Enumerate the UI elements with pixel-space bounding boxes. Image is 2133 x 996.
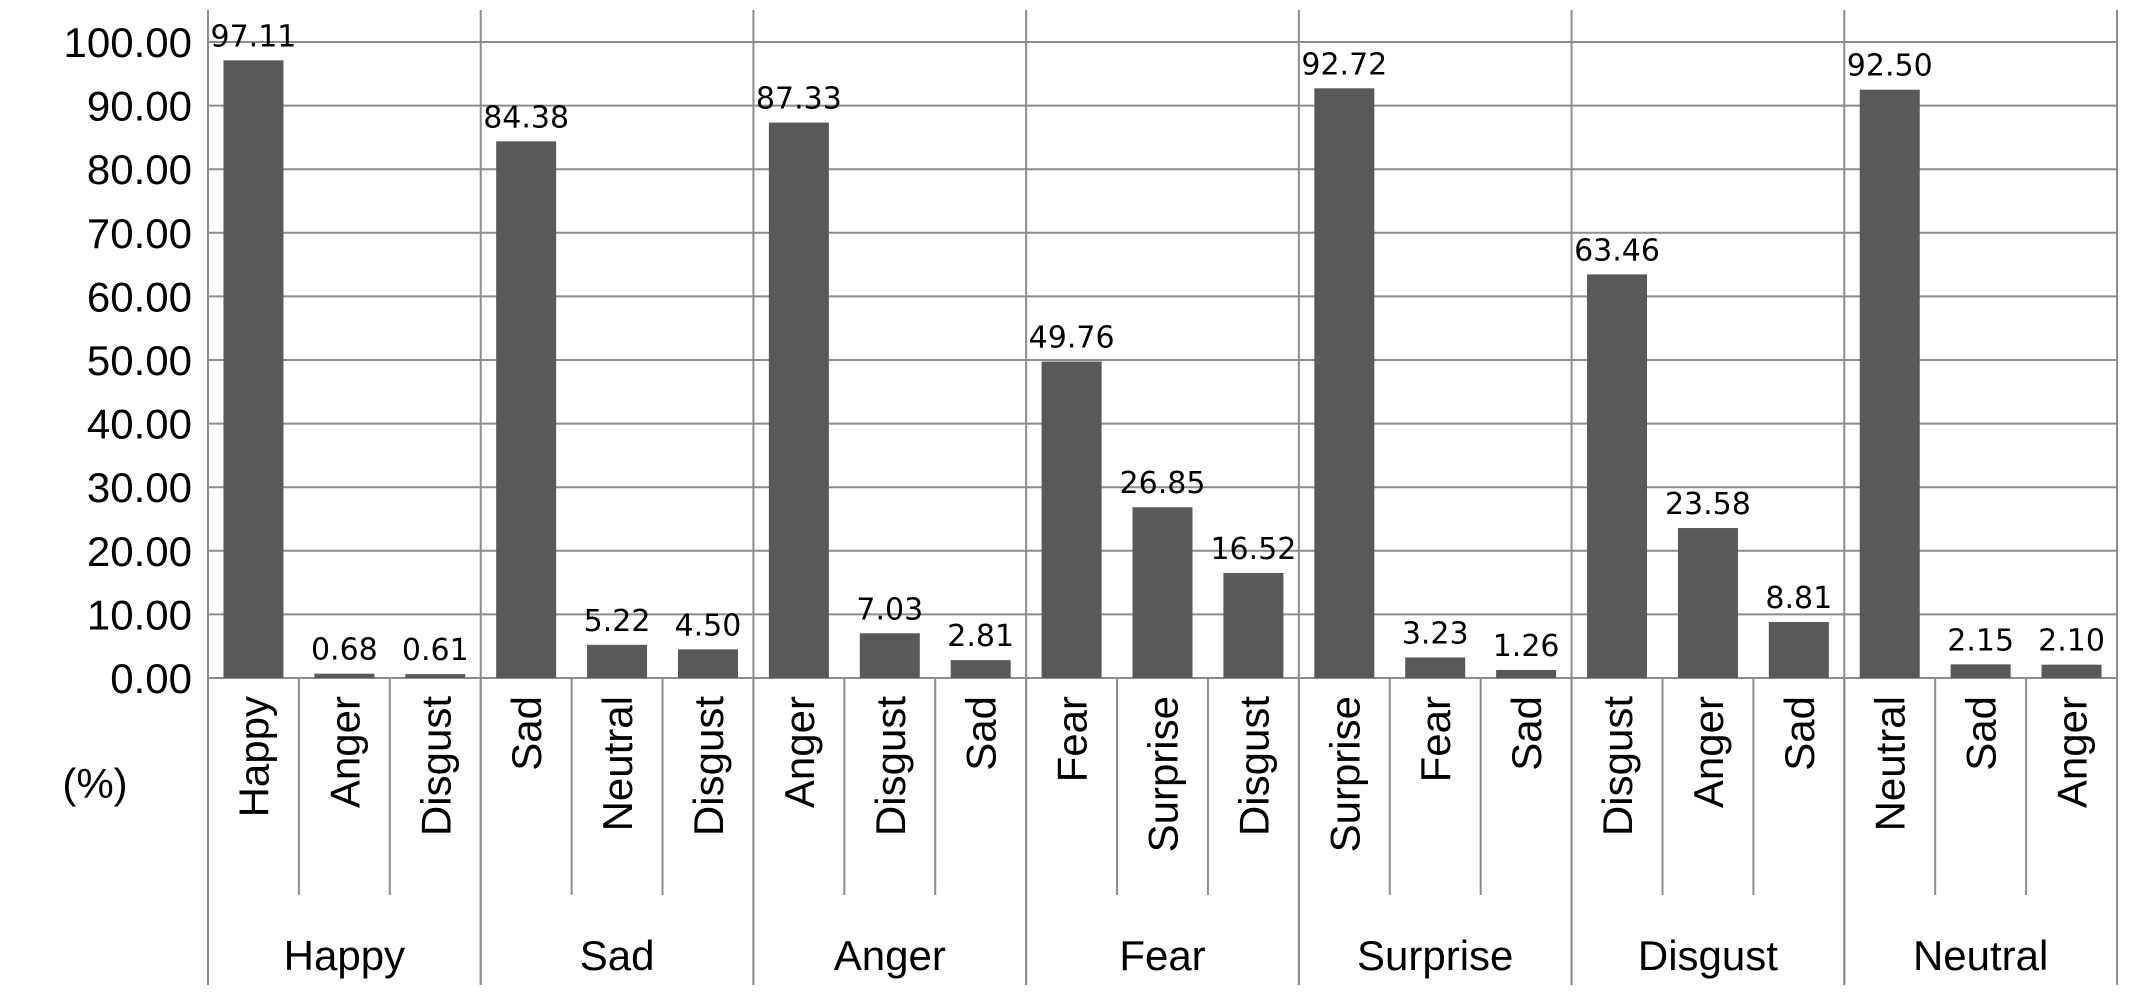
bar bbox=[768, 122, 829, 679]
bars bbox=[223, 60, 2102, 679]
data-label: 63.46 bbox=[1574, 233, 1660, 268]
data-label: 49.76 bbox=[1029, 321, 1115, 356]
bar bbox=[1950, 664, 2011, 678]
y-tick-label: 10.00 bbox=[87, 591, 192, 638]
group-label: Surprise bbox=[1357, 932, 1513, 979]
bar bbox=[859, 633, 920, 678]
data-label: 3.23 bbox=[1402, 616, 1469, 651]
group-label: Neutral bbox=[1913, 932, 2048, 979]
y-axis-label: (%) bbox=[62, 760, 127, 807]
data-label: 0.68 bbox=[311, 633, 378, 668]
bar bbox=[677, 649, 738, 678]
y-tick-label: 0.00 bbox=[110, 655, 192, 702]
bar bbox=[1041, 361, 1102, 678]
data-label: 7.03 bbox=[856, 592, 923, 627]
group-label: Sad bbox=[580, 932, 655, 979]
category-label: Sad bbox=[958, 696, 1005, 771]
bar bbox=[223, 60, 284, 679]
group-label: Disgust bbox=[1638, 932, 1778, 979]
data-label: 8.81 bbox=[1765, 581, 1832, 616]
data-label: 87.33 bbox=[756, 82, 842, 117]
bar bbox=[1496, 669, 1557, 678]
y-tick-label: 30.00 bbox=[87, 464, 192, 511]
bar bbox=[2041, 664, 2102, 678]
data-label: 2.81 bbox=[947, 619, 1014, 654]
bar bbox=[950, 660, 1011, 678]
data-label: 16.52 bbox=[1210, 532, 1296, 567]
category-label: Disgust bbox=[1594, 696, 1641, 836]
category-label: Happy bbox=[230, 696, 277, 817]
data-label: 1.26 bbox=[1493, 629, 1560, 664]
category-label: Neutral bbox=[594, 696, 641, 831]
data-labels: 97.11 0.68 0.61 84.38 5.22 4.50 87.33 7.03 2.81 4… bbox=[211, 19, 2105, 668]
group-label: Fear bbox=[1119, 932, 1205, 979]
category-label: Surprise bbox=[1321, 696, 1368, 852]
category-label: Sad bbox=[503, 696, 550, 771]
data-label: 2.15 bbox=[1947, 623, 2014, 658]
data-label: 5.22 bbox=[584, 604, 651, 639]
category-label: Sad bbox=[1776, 696, 1823, 771]
category-label: Disgust bbox=[867, 696, 914, 836]
bar bbox=[1587, 274, 1648, 678]
data-label: 84.38 bbox=[483, 100, 569, 135]
data-label: 23.58 bbox=[1665, 487, 1751, 522]
y-tick-label: 40.00 bbox=[87, 401, 192, 448]
bar bbox=[314, 673, 375, 678]
category-label: Disgust bbox=[685, 696, 732, 836]
category-label: Sad bbox=[1503, 696, 1550, 771]
group-label: Anger bbox=[834, 932, 946, 979]
bar bbox=[1314, 88, 1375, 679]
data-label: 0.61 bbox=[402, 633, 469, 668]
category-label: Fear bbox=[1049, 696, 1096, 782]
y-tick-label: 20.00 bbox=[87, 528, 192, 575]
bar bbox=[496, 141, 557, 678]
category-label: Anger bbox=[321, 696, 368, 808]
category-label: Fear bbox=[1412, 696, 1459, 782]
bar bbox=[1768, 621, 1829, 678]
bar bbox=[1223, 572, 1284, 678]
category-label: Sad bbox=[1958, 696, 2005, 771]
category-label: Neutral bbox=[1867, 696, 1914, 831]
category-label: Anger bbox=[2049, 696, 2096, 808]
bar bbox=[587, 644, 648, 678]
category-label: Surprise bbox=[1140, 696, 1187, 852]
data-label: 97.11 bbox=[211, 19, 297, 54]
category-label: Anger bbox=[776, 696, 823, 808]
category-label: Anger bbox=[1685, 696, 1732, 808]
data-label: 92.50 bbox=[1847, 49, 1933, 84]
bar bbox=[405, 674, 466, 678]
y-tick-label: 70.00 bbox=[87, 210, 192, 257]
y-tick-label: 80.00 bbox=[87, 146, 192, 193]
category-axis: Happy Anger Disgust Happy Sad Neutral Disgust S… bbox=[207, 678, 2118, 985]
bar bbox=[1405, 657, 1466, 678]
y-tick-label: 60.00 bbox=[87, 273, 192, 320]
bar bbox=[1132, 507, 1193, 678]
group-label: Happy bbox=[284, 932, 405, 979]
bar bbox=[1677, 528, 1738, 678]
y-axis-ticks: 0.00 10.00 20.00 30.00 40.00 50.00 60.00 70.00 8… bbox=[64, 19, 192, 702]
category-label: Disgust bbox=[412, 696, 459, 836]
y-tick-label: 50.00 bbox=[87, 337, 192, 384]
data-label: 26.85 bbox=[1120, 466, 1206, 501]
data-label: 4.50 bbox=[675, 608, 742, 643]
bar bbox=[1859, 89, 1920, 678]
y-tick-label: 90.00 bbox=[87, 83, 192, 130]
data-label: 2.10 bbox=[2038, 624, 2105, 659]
category-label: Disgust bbox=[1230, 696, 1277, 836]
data-label: 92.72 bbox=[1301, 47, 1387, 82]
y-tick-label: 100.00 bbox=[64, 19, 192, 66]
